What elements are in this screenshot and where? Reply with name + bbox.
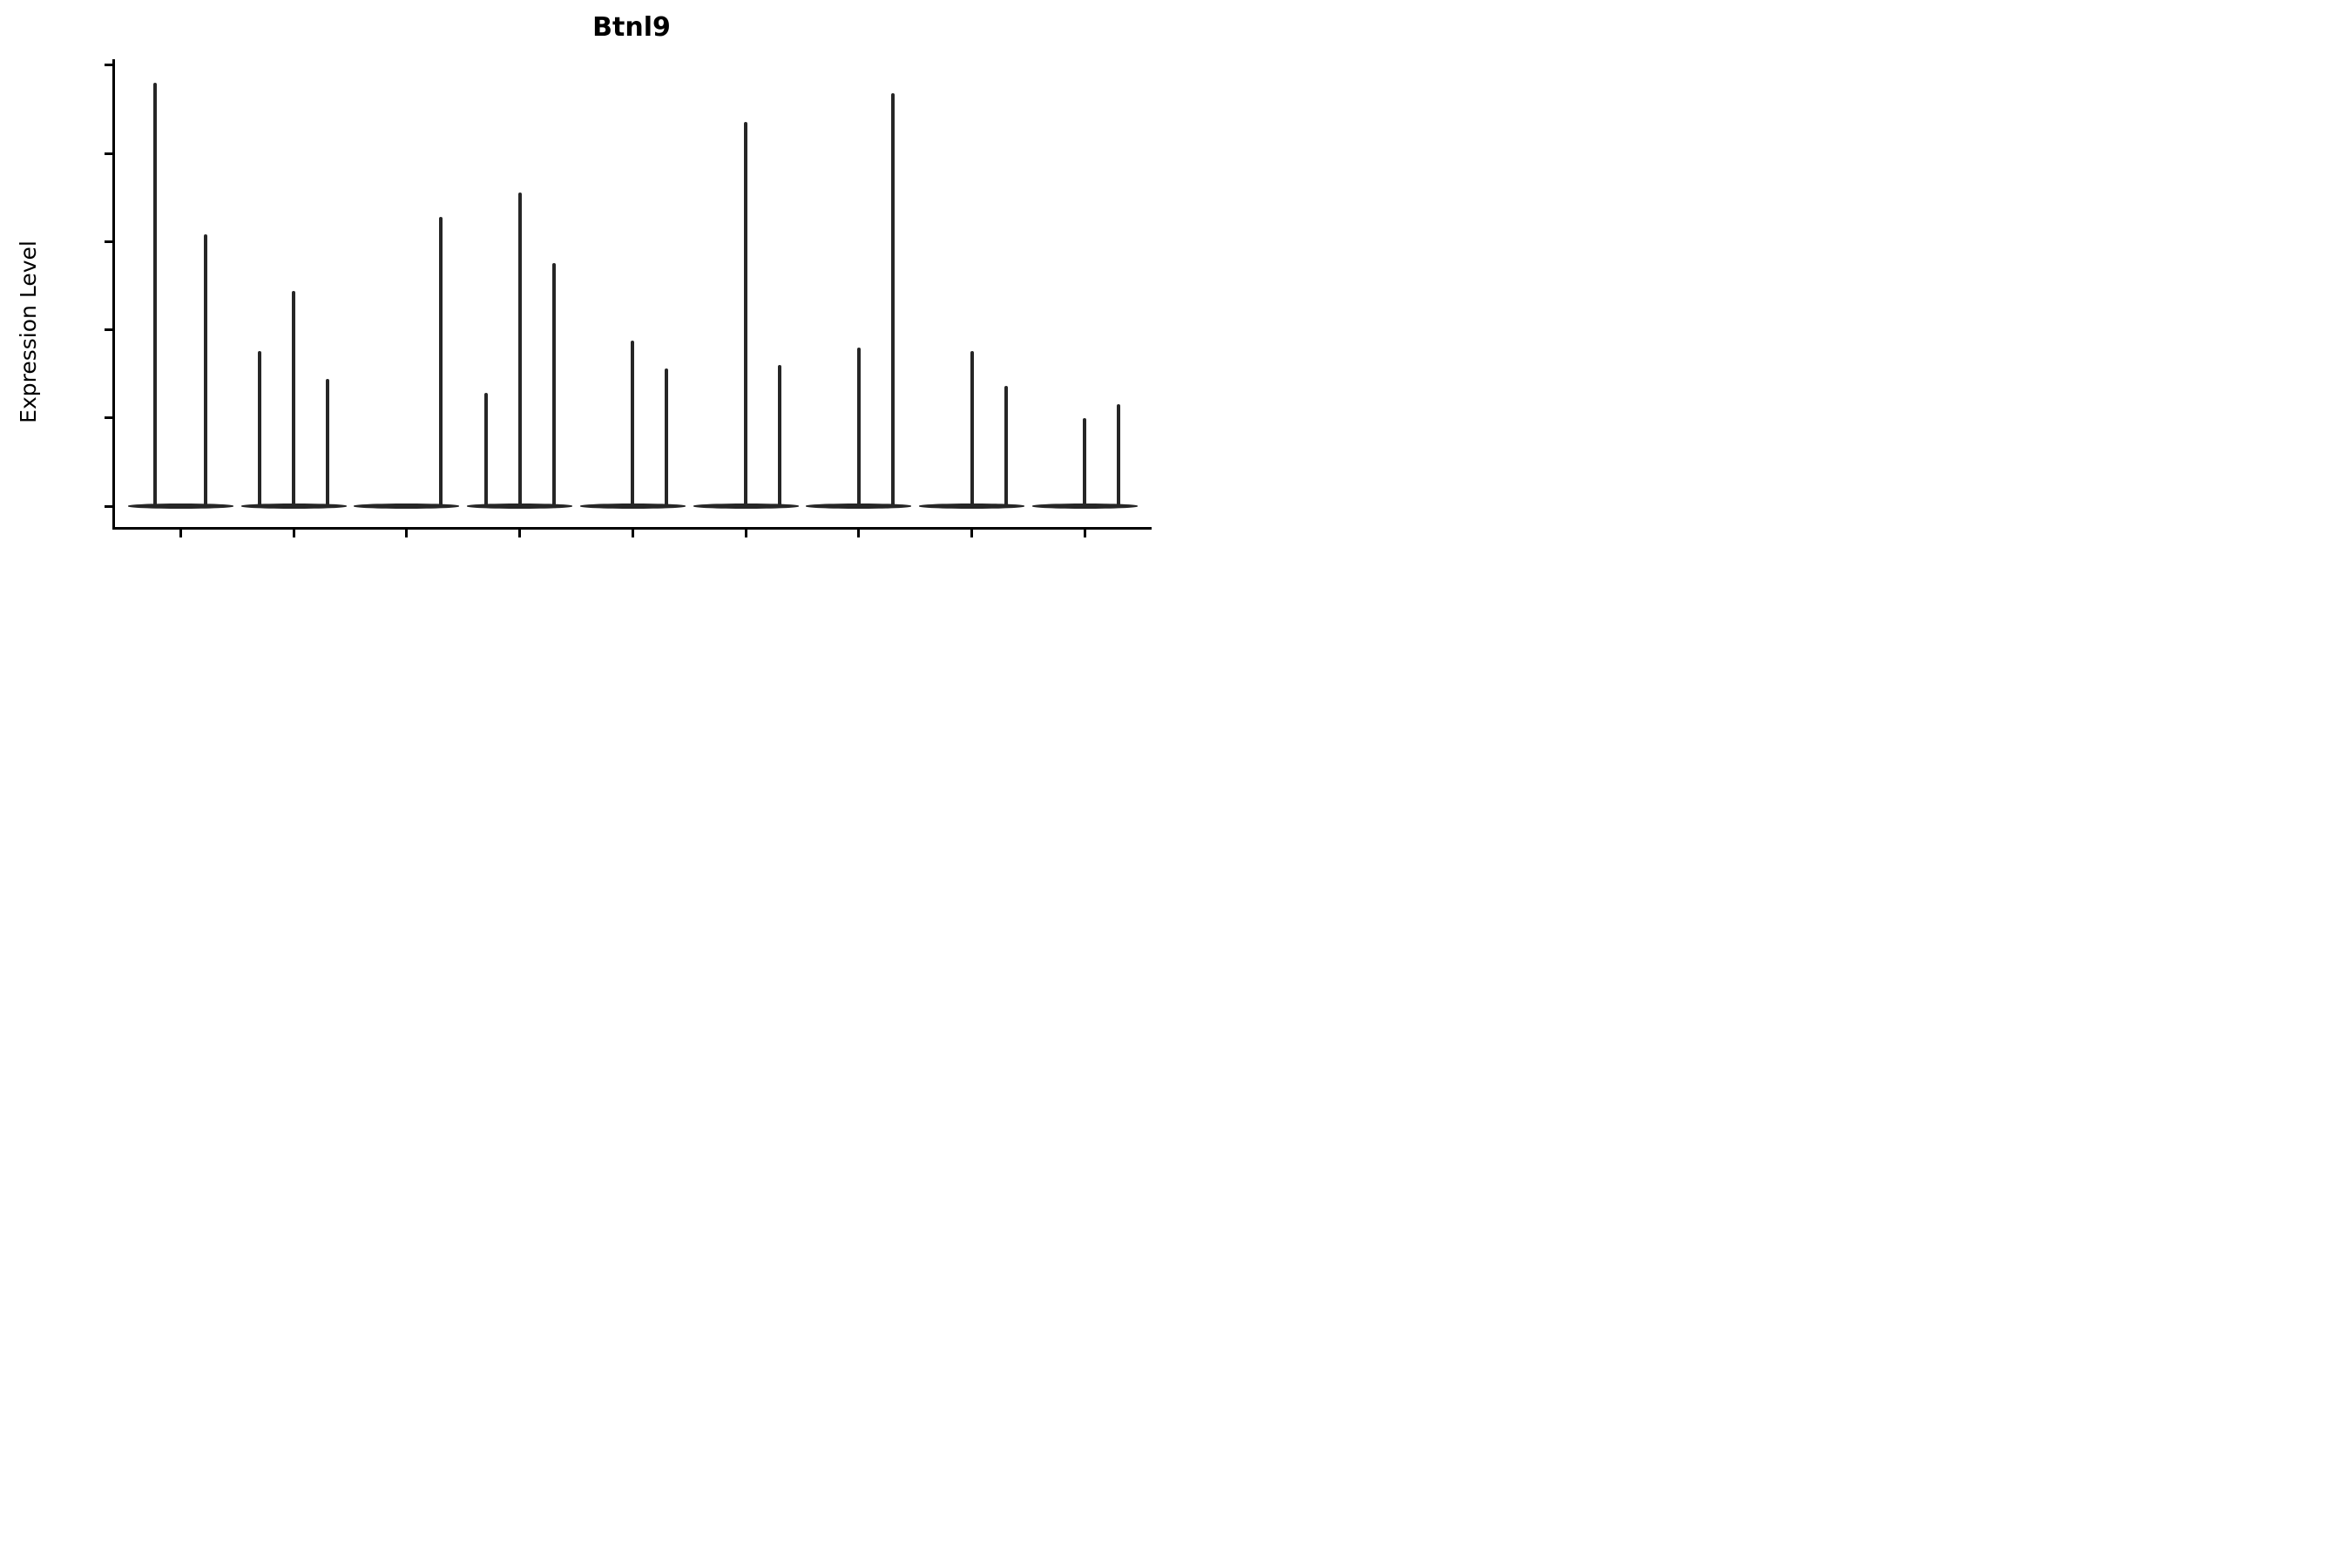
x-tick-label [325, 542, 544, 761]
x-tick-label [438, 542, 658, 761]
x-tick-mark [405, 530, 409, 537]
violin-spike [153, 83, 158, 508]
x-tick-label [0, 542, 206, 761]
violin-spike [1004, 386, 1008, 508]
y-tick-mark [105, 64, 112, 67]
violin-spike [665, 368, 669, 508]
violin-spike [856, 347, 861, 508]
y-tick-label [30, 318, 99, 342]
violin-spike [517, 192, 522, 508]
x-tick-mark [1083, 530, 1086, 537]
violin-spike [1083, 417, 1087, 508]
y-tick-mark [105, 416, 112, 420]
violin-spike [292, 290, 295, 508]
x-tick-label [551, 542, 771, 761]
x-axis-spine [112, 527, 1152, 530]
x-tick-mark [631, 530, 634, 537]
y-axis-spine [112, 59, 115, 530]
y-tick-mark [105, 328, 112, 331]
x-tick-label [777, 542, 997, 761]
violin-base [354, 504, 460, 509]
x-tick-mark [179, 530, 182, 537]
violin-base [127, 504, 233, 509]
y-tick-mark [105, 504, 112, 508]
y-tick-mark [105, 152, 112, 155]
chart-title: Btnl9 [592, 12, 671, 43]
violin-spike [551, 262, 556, 508]
violin-spike [744, 121, 747, 508]
y-tick-label [30, 494, 99, 518]
x-tick-label [890, 542, 1110, 761]
violin-spike [483, 393, 488, 508]
x-tick-mark [970, 530, 973, 537]
x-tick-mark [744, 530, 747, 537]
x-tick-mark [292, 530, 295, 537]
x-tick-label [212, 542, 431, 761]
x-tick-mark [857, 530, 861, 537]
y-tick-label [30, 53, 99, 78]
x-tick-mark [518, 530, 521, 537]
violin-spike [631, 340, 635, 508]
violin-spike [1117, 403, 1121, 508]
y-tick-mark [105, 240, 112, 243]
violin-spike [438, 216, 443, 508]
x-tick-label [664, 542, 883, 761]
violin-spike [778, 365, 781, 508]
y-tick-label [30, 406, 99, 430]
violin-spike [970, 350, 974, 508]
violin-plot-figure: Btnl9 Expression Level [0, 0, 1176, 784]
violin-spike [326, 379, 329, 508]
x-tick-label [99, 542, 319, 761]
y-tick-label [30, 141, 99, 166]
violin-spike [204, 234, 208, 508]
violin-spike [890, 93, 895, 508]
y-tick-label [30, 229, 99, 253]
violin-spike [258, 350, 261, 508]
